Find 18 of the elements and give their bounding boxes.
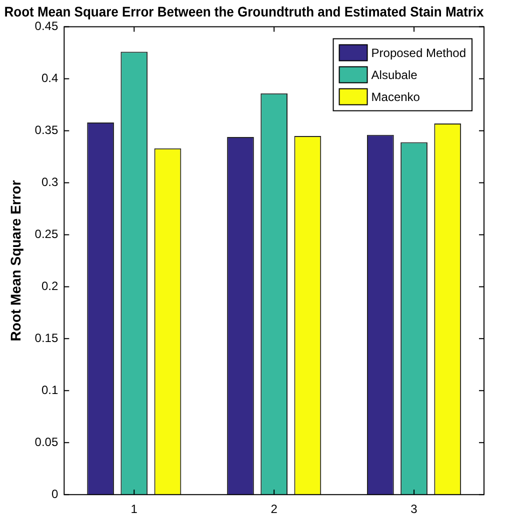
legend-label: Alsubale — [371, 68, 418, 82]
y-tick-label: 0.45 — [34, 19, 58, 34]
legend-label: Macenko — [371, 90, 420, 104]
legend-label: Proposed Method — [371, 46, 466, 60]
x-tick-label: 3 — [410, 502, 418, 516]
x-tick-label: 2 — [270, 502, 278, 516]
y-tick-label: 0.25 — [34, 227, 58, 242]
x-tick-label: 1 — [130, 502, 138, 516]
y-tick-label: 0.35 — [34, 123, 58, 138]
y-tick-label: 0 — [51, 486, 58, 501]
y-tick-label: 0.2 — [41, 279, 58, 293]
y-tick-label: 0.4 — [41, 71, 58, 86]
y-axis-title: Root Mean Square Error — [7, 180, 24, 342]
y-tick-label: 0.3 — [41, 175, 58, 190]
y-tick-label: 0.15 — [34, 330, 58, 345]
y-tick-label: 0.1 — [41, 382, 58, 397]
y-tick-label: 0.05 — [34, 434, 58, 449]
chart-title: Root Mean Square Error Between the Groundtruth and Estimated Stain Matrix — [4, 4, 484, 20]
